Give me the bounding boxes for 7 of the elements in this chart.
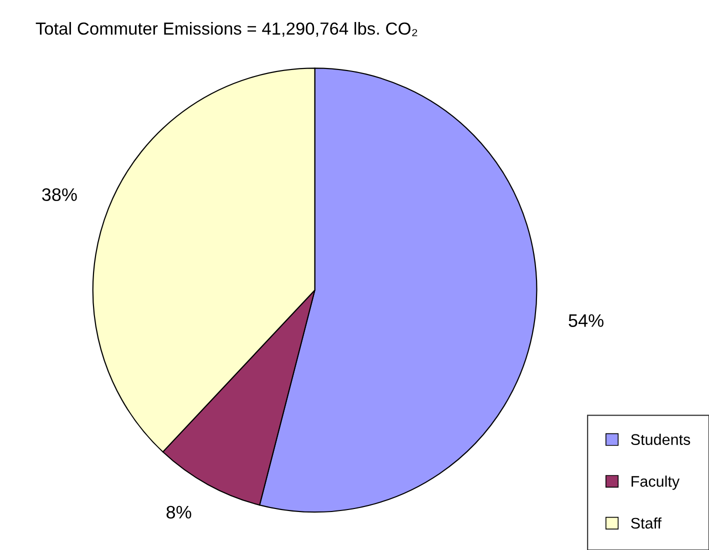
data-label: 8% <box>166 506 192 519</box>
data-label: 38% <box>42 188 77 202</box>
data-label: 54% <box>568 314 604 327</box>
chart-title: Total Commuter Emissions = 41,290,764 lbs. CO₂ <box>36 22 418 37</box>
legend-label: Students <box>631 434 690 445</box>
legend-label: Faculty <box>632 476 680 490</box>
legend-label: Staff <box>631 517 662 529</box>
